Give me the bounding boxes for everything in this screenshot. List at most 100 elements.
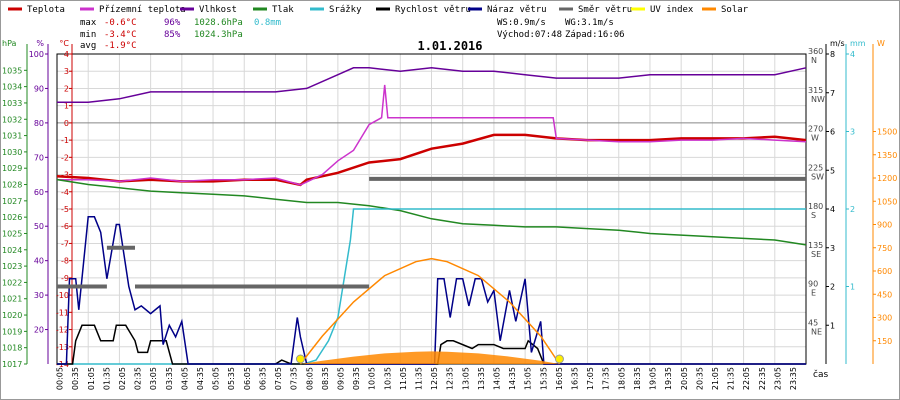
axis-unit: m/s <box>830 39 845 48</box>
tick-label: 90 <box>808 280 818 289</box>
tick-label: 90 <box>34 84 44 93</box>
tick-label: N <box>811 56 817 65</box>
x-tick-label: 02:35 <box>134 367 143 390</box>
axis-unit: % <box>36 39 44 48</box>
legend-label: Solar <box>721 5 749 15</box>
x-axis-label: čas <box>813 369 828 380</box>
tick-label: -13 <box>56 343 69 352</box>
x-tick-label: 06:35 <box>258 367 267 390</box>
tick-label: SW <box>811 172 824 181</box>
x-tick-label: 21:05 <box>711 367 720 390</box>
x-tick-label: 16:35 <box>571 367 580 390</box>
tick-label: 1028 <box>2 181 22 190</box>
tick-label: 6 <box>830 128 835 137</box>
legend-label: Teplota <box>27 5 65 15</box>
legend-label: Srážky <box>329 5 362 15</box>
tick-label: 1050 <box>877 197 897 206</box>
series-smer-vetru <box>57 176 806 289</box>
x-tick-label: 17:05 <box>586 367 595 390</box>
x-tick-label: 03:35 <box>165 367 174 390</box>
tick-label: NE <box>811 327 822 336</box>
tick-label: 1025 <box>2 229 22 238</box>
x-axis: 00:05 00:35 01:05 01:35 02:05 02:35 03:05 03:35… <box>56 367 829 390</box>
stats-text: -1.9°C <box>104 41 137 51</box>
tick-label: -2 <box>61 153 69 162</box>
tick-label: 3 <box>830 244 835 253</box>
tick-label: -5 <box>61 205 69 214</box>
tick-label: 1200 <box>877 174 897 183</box>
tick-label: 315 <box>808 86 823 95</box>
legend-label: Náraz větru <box>487 5 547 15</box>
tick-label: 1 <box>64 102 69 111</box>
tick-label: 70 <box>34 153 44 162</box>
stats-text: WG:3.1m/s <box>565 18 614 28</box>
x-tick-label: 04:35 <box>196 367 205 390</box>
x-tick-label: 15:05 <box>524 367 533 390</box>
tick-label: -3 <box>61 171 69 180</box>
x-tick-label: 01:05 <box>87 367 96 390</box>
x-tick-label: 09:35 <box>352 367 361 390</box>
series-tlak <box>56 178 807 246</box>
tick-label: 1032 <box>2 115 22 124</box>
axis-unit: hPa <box>2 39 17 48</box>
x-tick-label: 22:05 <box>742 367 751 390</box>
tick-label: 1034 <box>2 83 22 92</box>
tick-label: 135 <box>808 241 823 250</box>
tick-label: 600 <box>877 267 892 276</box>
tick-label: 300 <box>877 314 892 323</box>
stats-text: Východ:07:48 <box>497 30 562 40</box>
tick-label: 360 <box>808 47 823 56</box>
legend-label: Tlak <box>272 5 294 15</box>
legend: Teplota Přízemní teplota Vlhkost Tlak Srážky… <box>8 5 749 15</box>
x-tick-label: 08:35 <box>321 367 330 390</box>
x-tick-label: 21:35 <box>727 367 736 390</box>
x-tick-label: 11:05 <box>399 367 408 390</box>
tick-label: 1024 <box>2 246 22 255</box>
stats-text: 85% <box>164 30 181 40</box>
tick-label: -4 <box>61 188 69 197</box>
tick-label: 150 <box>877 337 892 346</box>
axis-unit: °C <box>59 39 69 48</box>
x-tick-label: 15:35 <box>539 367 548 390</box>
legend-label: Přízemní teplota <box>99 5 186 15</box>
tick-label: 5 <box>830 166 835 175</box>
x-tick-label: 17:35 <box>602 367 611 390</box>
tick-label: -9 <box>61 274 69 283</box>
tick-label: 900 <box>877 221 892 230</box>
x-tick-label: 05:35 <box>227 367 236 390</box>
tick-label: 45 <box>808 318 818 327</box>
x-tick-label: 06:05 <box>243 367 252 390</box>
x-tick-label: 02:05 <box>118 367 127 390</box>
tick-label: 7 <box>830 89 835 98</box>
tick-label: 1018 <box>2 344 22 353</box>
x-tick-label: 05:05 <box>212 367 221 390</box>
x-tick-label: 19:05 <box>649 367 658 390</box>
solar-fill <box>300 351 560 364</box>
series-naraz-vetru <box>57 216 806 365</box>
tick-label: 3 <box>850 128 855 137</box>
tick-label: 180 <box>808 202 823 211</box>
tick-label: -11 <box>56 308 69 317</box>
tick-label: -10 <box>56 291 69 300</box>
stats-text: 96% <box>164 18 181 28</box>
stats-text: 0.8mm <box>254 18 281 28</box>
legend-label: Rychlost větru <box>395 5 471 15</box>
tick-label: 60 <box>34 188 44 197</box>
x-tick-label: 11:35 <box>414 367 423 390</box>
x-tick-label: 10:35 <box>383 367 392 390</box>
tick-label: -12 <box>56 326 69 335</box>
x-tick-label: 18:35 <box>633 367 642 390</box>
tick-label: 0 <box>64 119 69 128</box>
stats-text: WS:0.9m/s <box>497 18 546 28</box>
tick-label: S <box>811 211 816 220</box>
plot-area <box>56 67 807 365</box>
x-tick-label: 14:05 <box>493 367 502 390</box>
tick-label: 1021 <box>2 295 22 304</box>
tick-label: 20 <box>34 326 44 335</box>
stats-text: max <box>80 18 97 28</box>
tick-label: 1022 <box>2 278 22 287</box>
legend-label: Směr větru <box>578 5 632 15</box>
tick-label: 1027 <box>2 197 22 206</box>
